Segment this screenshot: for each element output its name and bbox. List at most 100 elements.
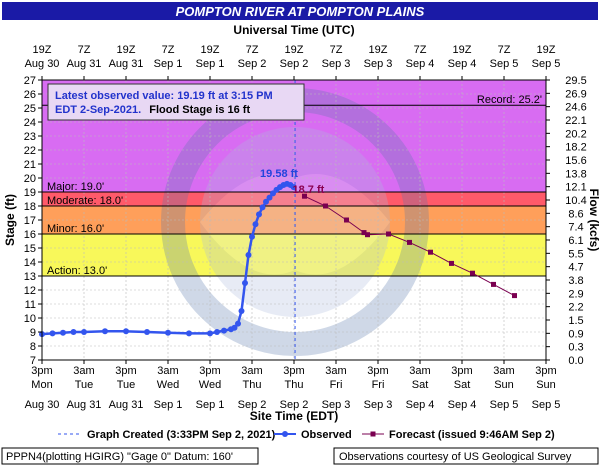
bottom-tick-time: 3am: [241, 365, 262, 377]
flood-stage-text: Flood Stage is 16 ft: [149, 104, 250, 116]
top-tick-date: Sep 5: [490, 58, 519, 70]
left-tick-label: 12: [24, 285, 36, 297]
forecast-point: [512, 293, 517, 299]
top-tick-date: Aug 31: [67, 58, 102, 70]
bottom-tick-date: Aug 30: [25, 399, 60, 411]
top-tick-time: 19Z: [117, 44, 136, 56]
forecast-point: [407, 239, 412, 245]
right-tick-label: 8.6: [568, 208, 583, 220]
left-tick-label: 24: [24, 117, 36, 129]
bottom-tick-time: 3pm: [283, 365, 304, 377]
right-tick-label: 3.8: [568, 275, 583, 287]
top-tick-date: Sep 3: [322, 58, 351, 70]
observed-point: [60, 329, 66, 336]
legend-forecast-marker: [370, 431, 376, 437]
right-tick-label: 0.9: [568, 328, 583, 340]
footer-left-text: PPPN4(plotting HGIRG) "Gage 0" Datum: 16…: [6, 451, 233, 463]
bottom-tick-date: Sep 2: [238, 399, 267, 411]
bottom-tick-day: Sat: [454, 379, 471, 391]
record-label: Record: 25.2': [477, 94, 542, 106]
bottom-tick-date: Aug 31: [67, 399, 102, 411]
footer-right-box: [333, 447, 599, 465]
bottom-tick-time: 3pm: [451, 365, 472, 377]
forecast-point: [302, 193, 307, 199]
moderate-zone: [42, 192, 546, 206]
chart-title: POMPTON RIVER AT POMPTON PLAINS: [176, 4, 425, 19]
bottom-tick-day: Wed: [199, 379, 221, 391]
flood-stage-label: Minor: 16.0': [47, 223, 104, 235]
bottom-tick-time: 3pm: [31, 365, 52, 377]
left-tick-label: 15: [24, 243, 36, 255]
flood-stage-label: Action: 13.0': [47, 265, 107, 277]
legend-forecast-label: Forecast (issued 9:46AM Sep 2): [389, 429, 555, 441]
bottom-tick-day: Sun: [536, 379, 556, 391]
latest-value-date: EDT 2-Sep-2021.: [55, 104, 141, 116]
bottom-tick-day: Tue: [75, 379, 94, 391]
top-tick-time: 7Z: [498, 44, 511, 56]
left-tick-label: 17: [24, 215, 36, 227]
top-tick-time: 19Z: [285, 44, 304, 56]
flood-stage-label: Major: 19.0': [47, 181, 104, 193]
left-tick-label: 21: [24, 159, 36, 171]
right-tick-label: 0.3: [568, 342, 583, 354]
bottom-tick-day: Tue: [117, 379, 136, 391]
forecast-point: [361, 230, 367, 236]
right-tick-label: 20.2: [565, 128, 586, 140]
top-tick-time: 7Z: [162, 44, 175, 56]
left-tick-label: 27: [24, 75, 36, 87]
right-tick-label: 13.8: [565, 168, 586, 180]
left-tick-label: 9: [30, 327, 36, 339]
bottom-tick-day: Fri: [372, 379, 385, 391]
right-tick-label: 5.5: [568, 248, 583, 260]
top-tick-time: 7Z: [246, 44, 259, 56]
observed-point: [266, 194, 273, 201]
observed-point: [214, 329, 220, 335]
observed-point: [186, 330, 192, 337]
forecast-point: [344, 217, 349, 223]
top-tick-time: 19Z: [537, 44, 556, 56]
bottom-tick-date: Sep 5: [532, 399, 561, 411]
axes: 7 8 9 10 11 12 13 14 15 16 17 18 19 20 21 22 23 24 25 26 27 0…: [24, 44, 587, 411]
left-tick-label: 11: [25, 299, 36, 311]
bottom-tick-date: Aug 31: [109, 399, 144, 411]
observed-point: [221, 327, 227, 334]
top-tick-time: 19Z: [33, 44, 52, 56]
legend: Graph Created (3:33PM Sep 2, 2021) Obser…: [58, 429, 555, 441]
top-tick-date: Sep 3: [364, 58, 393, 70]
bottom-tick-time: 3pm: [535, 365, 556, 377]
right-tick-label: 0.0: [568, 355, 583, 367]
bottom-tick-time: 3pm: [115, 365, 136, 377]
bottom-tick-date: Sep 2: [280, 399, 309, 411]
top-tick-time: 7Z: [78, 44, 91, 56]
legend-created-label: Graph Created (3:33PM Sep 2, 2021): [87, 429, 276, 441]
legend-observed-marker: [282, 431, 288, 437]
series-layer: [39, 180, 517, 338]
top-tick-date: Sep 4: [448, 58, 477, 70]
observed-point: [235, 320, 241, 327]
bottom-tick-time: 3am: [325, 365, 346, 377]
observed-point: [231, 324, 238, 331]
forecast-peak-label: 18.7 ft: [293, 184, 325, 196]
right-tick-label: 2.2: [568, 302, 583, 314]
forecast-point: [470, 270, 475, 276]
bottom-tick-date: Sep 3: [364, 399, 393, 411]
footer-right-text: Observations courtesy of US Geological S…: [339, 451, 572, 463]
latest-value-line2: EDT 2-Sep-2021. Flood Stage is 16 ft: [55, 104, 250, 116]
bottom-tick-time: 3am: [73, 365, 94, 377]
right-tick-label: 29.5: [565, 75, 586, 87]
bottom-tick-day: Thu: [243, 379, 262, 391]
observed-point: [263, 198, 269, 205]
left-tick-label: 19: [24, 187, 36, 199]
observed-point: [238, 308, 245, 314]
top-tick-date: Sep 2: [238, 58, 267, 70]
top-tick-time: 7Z: [330, 44, 343, 56]
observed-point: [49, 330, 56, 337]
top-tick-date: Sep 2: [280, 58, 309, 70]
observed-peak-label: 19.58 ft: [260, 168, 298, 180]
bottom-tick-date: Sep 1: [154, 399, 183, 411]
top-tick-time: 7Z: [414, 44, 427, 56]
left-axis-title: Stage (ft): [3, 194, 17, 246]
right-tick-label: 24.6: [565, 102, 586, 114]
